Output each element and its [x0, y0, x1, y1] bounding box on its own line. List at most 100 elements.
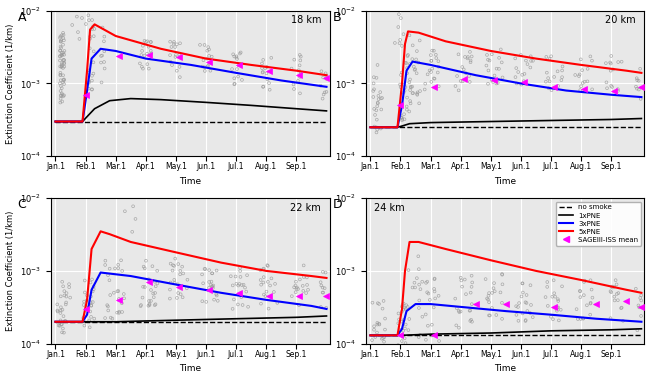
- Point: [601, 79, 612, 85]
- Point: [434, 64, 444, 70]
- Point: [540, 294, 551, 300]
- Point: [394, 316, 404, 323]
- Point: [99, 48, 109, 54]
- Point: [173, 281, 183, 287]
- Point: [407, 56, 417, 62]
- Point: [430, 76, 440, 82]
- Point: [231, 281, 242, 287]
- Point: [632, 77, 642, 83]
- X-axis label: Time: Time: [179, 177, 202, 186]
- Point: [84, 324, 95, 330]
- Point: [78, 315, 88, 321]
- Point: [109, 290, 119, 296]
- Point: [451, 323, 462, 329]
- Point: [289, 86, 299, 92]
- Point: [294, 74, 305, 80]
- Point: [636, 313, 646, 319]
- Point: [406, 84, 416, 90]
- Point: [56, 293, 66, 299]
- Point: [120, 208, 130, 214]
- Point: [88, 286, 99, 292]
- Point: [516, 81, 526, 88]
- Point: [136, 302, 146, 308]
- Point: [270, 281, 280, 287]
- Point: [105, 266, 115, 272]
- Point: [140, 284, 150, 290]
- Point: [405, 77, 415, 83]
- Point: [60, 301, 71, 307]
- Point: [513, 69, 523, 75]
- Point: [200, 266, 210, 272]
- Point: [292, 286, 303, 292]
- Point: [200, 42, 210, 48]
- Point: [458, 66, 469, 72]
- Point: [393, 320, 404, 326]
- Point: [263, 279, 273, 285]
- Point: [483, 56, 493, 63]
- Point: [240, 285, 250, 291]
- Point: [395, 37, 406, 43]
- Point: [176, 291, 186, 297]
- Point: [467, 53, 477, 60]
- Point: [57, 92, 68, 98]
- Point: [197, 298, 207, 304]
- Point: [61, 290, 72, 296]
- Point: [405, 98, 415, 104]
- Point: [166, 279, 176, 285]
- Point: [465, 318, 475, 324]
- Point: [235, 265, 245, 271]
- Point: [415, 88, 425, 94]
- Point: [227, 306, 238, 312]
- Point: [213, 298, 223, 304]
- Point: [170, 255, 181, 262]
- Point: [113, 262, 124, 268]
- Point: [173, 261, 183, 267]
- Point: [233, 62, 244, 68]
- Point: [630, 286, 641, 292]
- Text: 22 km: 22 km: [291, 202, 321, 213]
- Point: [55, 310, 66, 316]
- Point: [497, 60, 507, 66]
- Point: [571, 306, 582, 312]
- Point: [55, 48, 65, 54]
- Point: [58, 30, 68, 36]
- Point: [296, 53, 306, 60]
- X-axis label: Time: Time: [179, 365, 202, 373]
- Point: [457, 283, 467, 290]
- Point: [632, 327, 643, 334]
- Point: [257, 65, 267, 71]
- Point: [605, 60, 616, 66]
- Point: [431, 52, 441, 58]
- Point: [434, 293, 444, 299]
- Point: [58, 57, 69, 63]
- Point: [256, 301, 266, 307]
- Point: [294, 52, 305, 58]
- Text: 20 km: 20 km: [605, 15, 636, 25]
- Point: [258, 83, 268, 89]
- Point: [403, 327, 413, 333]
- Point: [541, 70, 552, 76]
- Point: [585, 53, 595, 60]
- Point: [517, 280, 528, 287]
- Point: [206, 279, 216, 285]
- Point: [415, 332, 425, 338]
- Point: [450, 83, 461, 89]
- Point: [61, 294, 72, 300]
- Point: [170, 52, 181, 58]
- Point: [57, 85, 67, 91]
- Point: [525, 310, 536, 316]
- Point: [86, 299, 96, 305]
- Point: [585, 301, 595, 307]
- Point: [526, 58, 536, 64]
- Point: [55, 53, 65, 60]
- Point: [84, 45, 95, 51]
- Point: [434, 338, 445, 344]
- Point: [380, 316, 390, 322]
- Point: [142, 51, 152, 57]
- Point: [237, 282, 247, 288]
- Point: [86, 293, 96, 299]
- Point: [84, 80, 94, 86]
- Point: [59, 77, 70, 83]
- Point: [485, 312, 495, 318]
- Point: [294, 276, 305, 282]
